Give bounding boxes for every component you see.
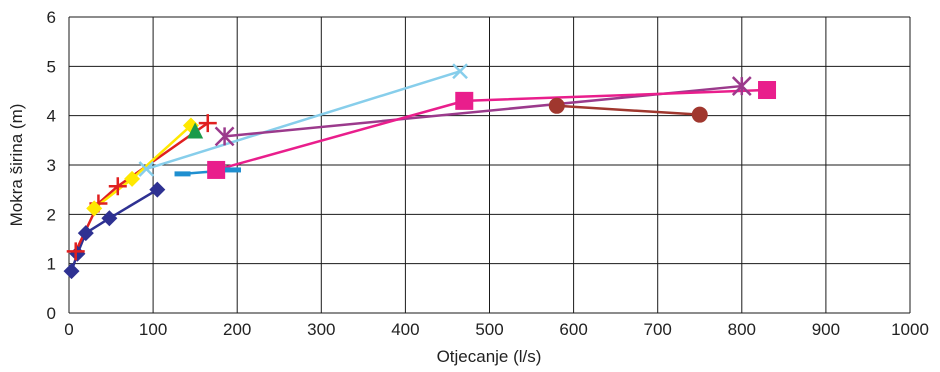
x-tick-label-8: 800 bbox=[728, 320, 756, 339]
series-3-point-3 bbox=[182, 117, 199, 134]
series-7-point-1 bbox=[207, 160, 226, 179]
x-tick-label-4: 400 bbox=[391, 320, 419, 339]
series-7-point-2 bbox=[455, 91, 474, 110]
series-2-point-3 bbox=[108, 177, 127, 196]
x-axis-title: Otjecanje (l/s) bbox=[437, 347, 542, 366]
series-3-point-1 bbox=[86, 200, 103, 217]
x-tick-label-6: 600 bbox=[559, 320, 587, 339]
y-tick-label-1: 1 bbox=[47, 255, 56, 274]
x-tick-label-5: 500 bbox=[475, 320, 503, 339]
series-2-point-4 bbox=[198, 114, 217, 133]
series-1-point-4 bbox=[101, 210, 118, 227]
grid bbox=[68, 16, 911, 314]
series-1-point-1 bbox=[63, 263, 80, 280]
x-tick-label-1: 100 bbox=[139, 320, 167, 339]
x-axis-ticks: 0 100 200 300 400 500 600 700 800 900 1000 bbox=[64, 320, 929, 339]
series-8-point-1 bbox=[548, 97, 565, 114]
series-6-point-1 bbox=[214, 126, 235, 147]
series-9-point-2 bbox=[224, 167, 241, 173]
series-8-point-2 bbox=[691, 106, 708, 123]
x-tick-label-7: 700 bbox=[644, 320, 672, 339]
series-layer bbox=[70, 70, 769, 273]
x-tick-label-0: 0 bbox=[64, 320, 73, 339]
series-4-point-1 bbox=[187, 122, 204, 139]
series-9-point-1 bbox=[174, 171, 191, 177]
series-5-point-2 bbox=[452, 63, 468, 80]
series-1-point-2 bbox=[69, 245, 86, 262]
y-tick-label-5: 5 bbox=[47, 57, 56, 76]
x-tick-label-10: 1000 bbox=[891, 320, 929, 339]
x-tick-label-3: 300 bbox=[307, 320, 335, 339]
y-tick-label-4: 4 bbox=[47, 107, 56, 126]
y-axis-ticks: 0 1 2 3 4 5 6 bbox=[47, 8, 56, 323]
y-tick-label-6: 6 bbox=[47, 8, 56, 27]
y-axis-title: Mokra širina (m) bbox=[7, 104, 26, 227]
marker-layer bbox=[63, 63, 777, 280]
series-2-point-1 bbox=[66, 242, 85, 261]
series-3-line bbox=[92, 124, 193, 210]
series-8-line bbox=[555, 104, 701, 116]
series-7-point-3 bbox=[758, 81, 777, 100]
series-5-point-1 bbox=[138, 161, 155, 177]
x-tick-label-2: 200 bbox=[223, 320, 251, 339]
x-tick-label-9: 900 bbox=[812, 320, 840, 339]
y-tick-label-3: 3 bbox=[47, 156, 56, 175]
series-6-point-2 bbox=[731, 76, 752, 96]
y-tick-label-0: 0 bbox=[47, 304, 56, 323]
series-2-line bbox=[74, 121, 210, 253]
series-3-point-2 bbox=[124, 170, 141, 187]
series-1-point-5 bbox=[149, 181, 166, 198]
y-tick-label-2: 2 bbox=[47, 205, 56, 224]
series-5-line bbox=[145, 70, 462, 171]
series-1-point-3 bbox=[77, 225, 94, 242]
